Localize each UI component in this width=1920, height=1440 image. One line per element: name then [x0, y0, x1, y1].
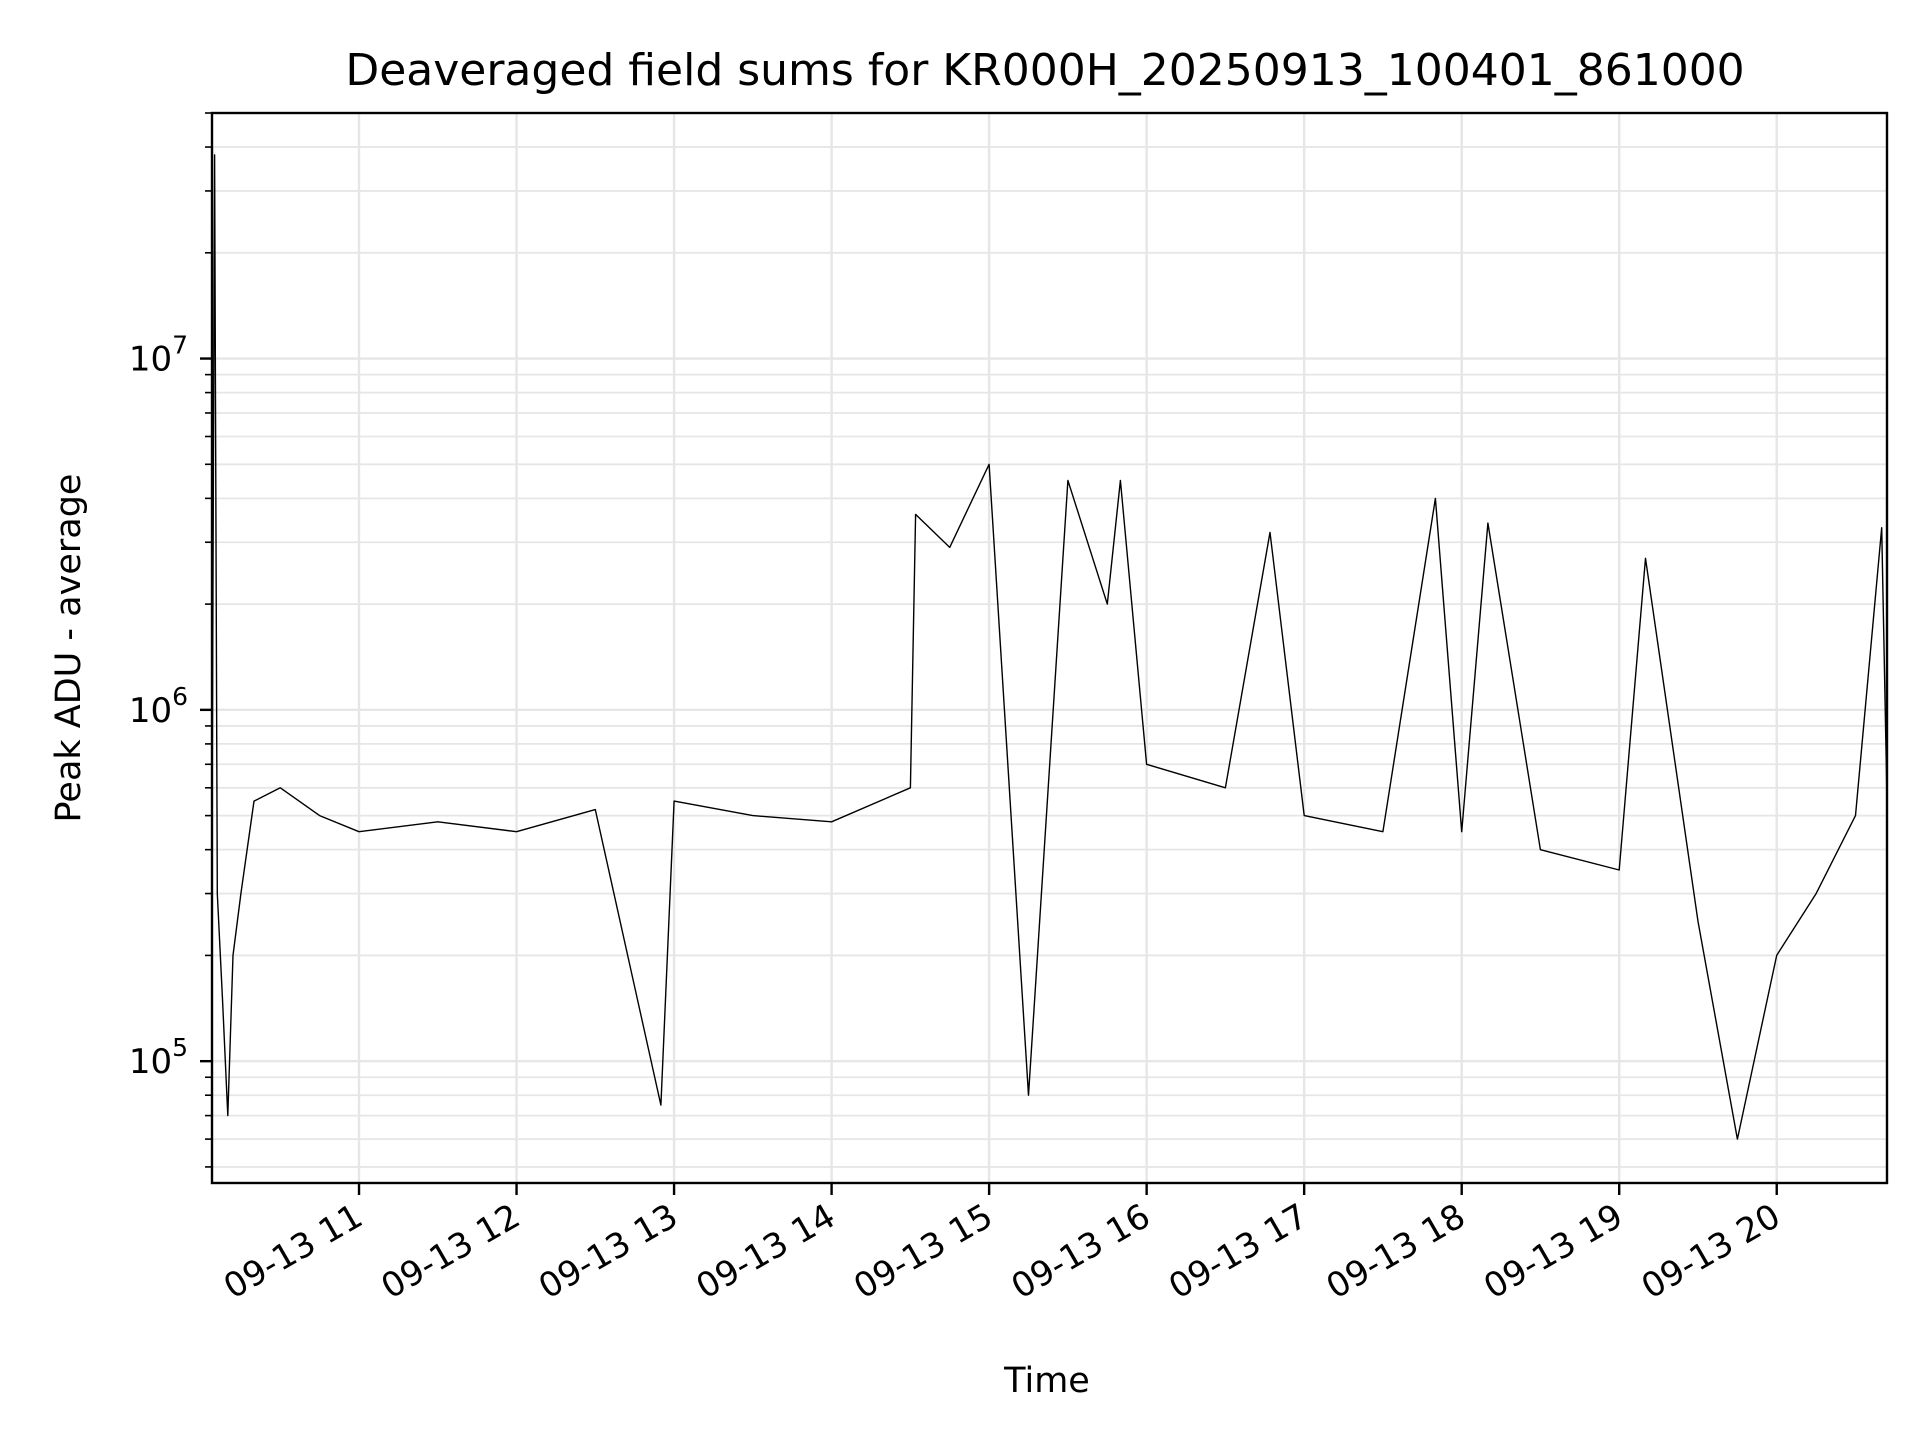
x-tick-label: 09-13 14 — [690, 1196, 842, 1307]
grid — [212, 112, 1887, 1183]
series-line — [211, 154, 1888, 1140]
x-tick-label: 09-13 11 — [217, 1196, 369, 1307]
chart-title: Deaveraged field sums for KR000H_2025091… — [345, 45, 1744, 96]
x-tick-label: 09-13 19 — [1477, 1196, 1629, 1307]
series-layer — [211, 154, 1888, 1140]
x-axis-label: Time — [1003, 1361, 1090, 1401]
x-tick-label: 09-13 16 — [1005, 1196, 1157, 1307]
plot-frame — [210, 111, 1889, 1185]
x-tick-label: 09-13 18 — [1320, 1196, 1472, 1307]
y-axis: 105 106 107 — [129, 112, 212, 1168]
y-tick-label: 105 — [129, 1033, 188, 1082]
x-tick-label: 09-13 12 — [375, 1196, 527, 1307]
y-tick-label: 107 — [129, 331, 188, 380]
x-tick-label: 09-13 13 — [532, 1196, 684, 1307]
y-axis-label: Peak ADU - average — [49, 474, 89, 823]
x-tick-label: 09-13 15 — [847, 1196, 999, 1307]
y-tick-label: 106 — [129, 682, 188, 731]
x-tick-label: 09-13 20 — [1635, 1196, 1787, 1307]
x-axis: 09-13 11 09-13 12 09-13 13 09-13 14 09-13 15… — [217, 1183, 1787, 1307]
x-tick-label: 09-13 17 — [1162, 1196, 1314, 1307]
